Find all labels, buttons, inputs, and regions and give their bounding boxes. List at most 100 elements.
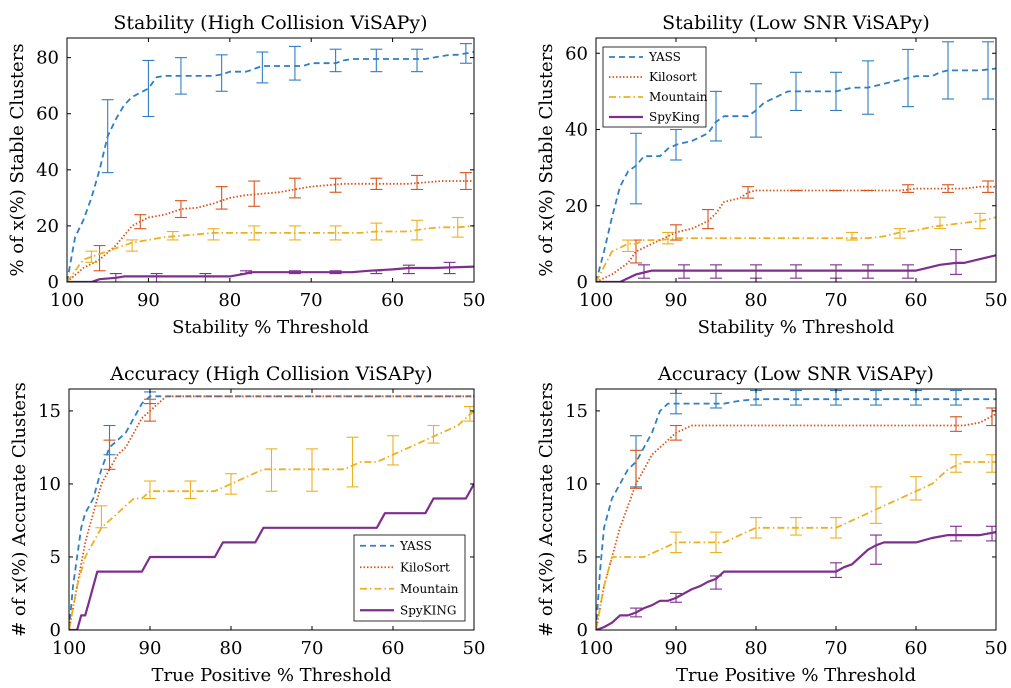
error-bar (902, 264, 914, 279)
error-bar (248, 180, 261, 207)
series-line (596, 185, 996, 282)
axes-box (68, 388, 475, 631)
series-mountain (69, 405, 474, 630)
error-bar (411, 219, 424, 241)
error-bar (670, 224, 682, 241)
error-bar (982, 180, 994, 193)
error-bar (288, 270, 301, 275)
error-bar (346, 436, 359, 488)
error-bar (306, 448, 318, 492)
y-axis-label: % of x(%) Stable Clusters (7, 43, 28, 276)
error-bar (670, 392, 682, 415)
error-bar (459, 172, 472, 190)
error-bar (207, 228, 220, 241)
series-spyking (596, 525, 996, 630)
x-tick-label: 60 (382, 638, 405, 659)
legend-entry: Kilosort (609, 70, 697, 84)
error-bar (199, 273, 212, 282)
y-tick-label: 10 (38, 474, 61, 495)
panel-stability-high-collision: Stability (High Collision ViSAPy) Stabil… (7, 12, 485, 338)
legend-entry: SpyKING (360, 603, 456, 617)
legend-label: SpyKing (649, 110, 700, 124)
error-bar (95, 505, 108, 529)
series-line (69, 483, 474, 630)
error-bar (329, 48, 342, 73)
error-bar (830, 562, 842, 578)
panel-accuracy-high-collision: Accuracy (High Collision ViSAPy) True Po… (9, 363, 485, 686)
error-bar (459, 43, 472, 64)
error-bar (101, 99, 114, 174)
series-spyking (596, 249, 996, 282)
legend-label: Mountain (649, 90, 708, 104)
x-tick-label: 80 (745, 638, 768, 659)
error-bar (109, 273, 122, 282)
plot-area (596, 41, 996, 282)
y-tick-label: 0 (50, 620, 61, 641)
error-bar (288, 45, 301, 81)
error-bar (370, 222, 383, 241)
y-axis-label: # of x(%) Accurate Clusters (9, 382, 30, 637)
legend-entry: KiloSort (360, 560, 450, 574)
error-bar (387, 435, 399, 466)
x-tick-label: 100 (579, 638, 613, 659)
series-mountain (596, 454, 996, 630)
error-bar (982, 41, 994, 100)
legend: YASS KiloSort Mountain SpyKING (353, 534, 466, 622)
error-bar (870, 486, 882, 524)
error-bar (830, 516, 842, 539)
error-bar (862, 264, 874, 279)
error-bar (950, 454, 962, 473)
error-bar (974, 212, 986, 230)
panel-stability-low-snr: Stability (Low SNR ViSAPy) Stability % T… (536, 12, 1007, 338)
y-tick-label: 15 (565, 401, 588, 422)
error-bar (402, 264, 415, 275)
series-line (67, 225, 474, 282)
series-spyking (69, 483, 474, 630)
y-tick-label: 20 (565, 196, 588, 217)
error-bar (370, 270, 383, 275)
error-bar (662, 231, 674, 245)
error-bar (248, 225, 261, 241)
error-bar (288, 177, 301, 199)
error-bar (85, 250, 98, 263)
x-tick-label: 80 (745, 290, 768, 311)
series-mountain (67, 216, 474, 282)
series-yass (596, 389, 996, 630)
error-bar (902, 48, 914, 108)
error-bar (93, 244, 106, 272)
error-bar (710, 264, 722, 279)
x-tick-label: 100 (50, 290, 84, 311)
series-kilosort (596, 180, 996, 282)
error-bar (288, 225, 301, 241)
error-bar (678, 264, 690, 279)
legend-label: SpyKING (400, 603, 456, 617)
error-bar (870, 389, 882, 406)
x-tick-label: 70 (825, 638, 848, 659)
error-bar (710, 575, 722, 590)
series-line (596, 413, 996, 630)
series-yass (596, 41, 996, 282)
y-tick-label: 0 (48, 272, 59, 293)
error-bar (150, 273, 163, 282)
error-bar (103, 439, 116, 470)
series-kilosort (67, 172, 474, 282)
error-bar (670, 424, 682, 441)
legend-label: Mountain (400, 582, 459, 596)
x-tick-label: 50 (985, 290, 1008, 311)
axes-box (595, 37, 997, 283)
legend-label: YASS (399, 539, 432, 553)
error-bar (329, 177, 342, 193)
legend-box (353, 534, 466, 622)
y-tick-label: 15 (38, 401, 61, 422)
x-axis-label: Stability % Threshold (172, 317, 369, 338)
error-bar (986, 454, 996, 473)
panel-title: Stability (Low SNR ViSAPy) (662, 12, 930, 34)
error-bar (910, 476, 922, 501)
plot-area (69, 391, 474, 630)
error-bar (142, 59, 155, 118)
error-bar (411, 174, 424, 190)
x-tick-label: 90 (665, 638, 688, 659)
x-tick-label: 50 (463, 290, 486, 311)
error-bar (411, 48, 424, 73)
error-bar (630, 132, 642, 205)
